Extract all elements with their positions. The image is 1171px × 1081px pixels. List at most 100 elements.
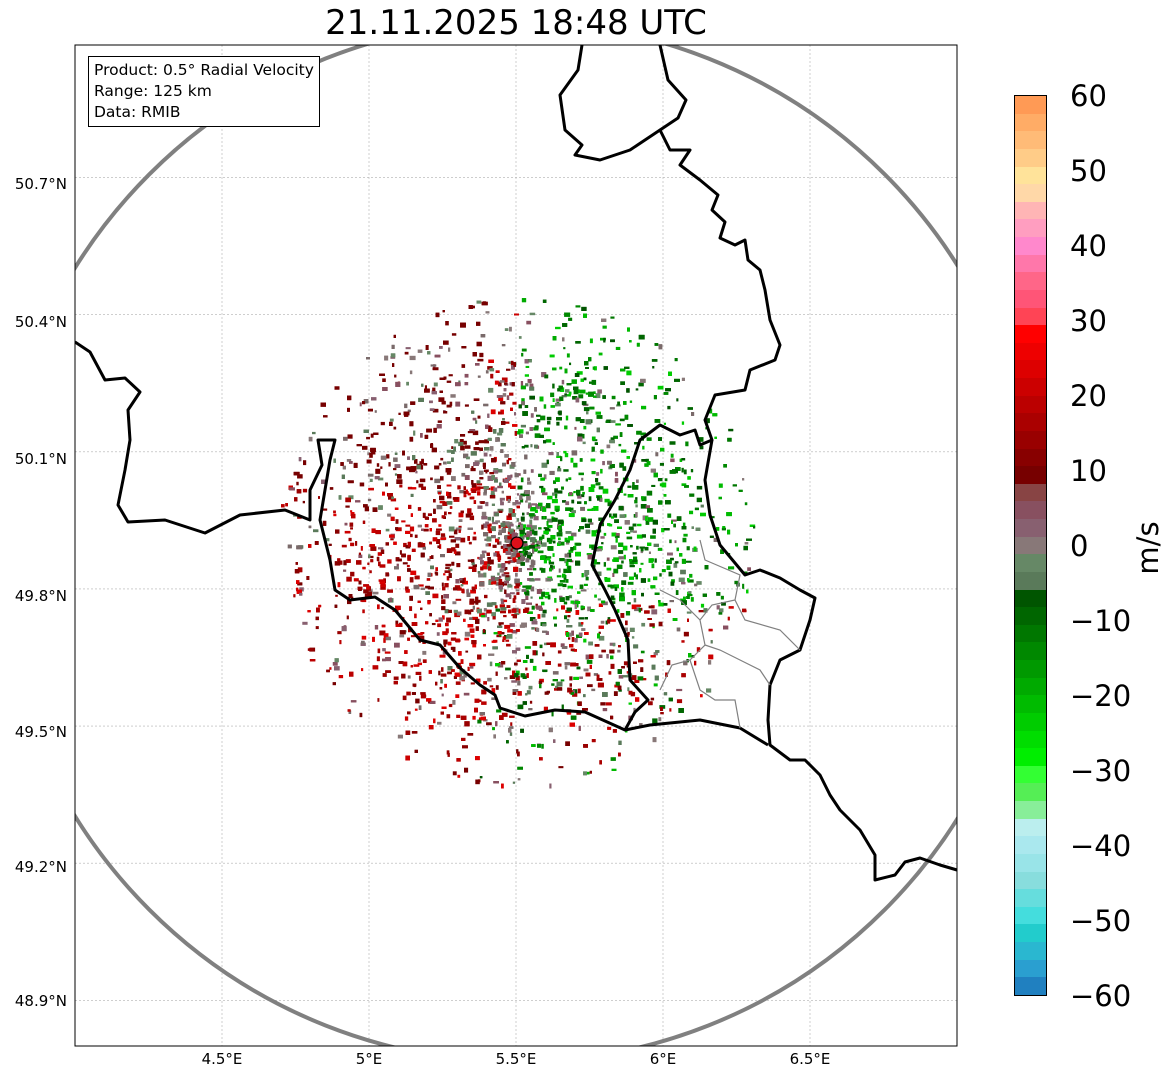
echo-pixel [383, 633, 389, 638]
echo-pixel [587, 684, 593, 688]
echo-pixel [637, 523, 642, 527]
colorbar-tick-label: 10 [1070, 454, 1107, 488]
echo-pixel [446, 501, 453, 505]
echo-pixel [460, 659, 464, 664]
echo-pixel [495, 685, 499, 690]
echo-pixel [410, 570, 417, 575]
echo-pixel [406, 466, 411, 471]
echo-pixel [573, 386, 579, 391]
echo-pixel [412, 455, 416, 461]
echo-pixel [398, 661, 404, 664]
echo-pixel [444, 511, 447, 516]
echo-pixel [515, 675, 520, 681]
echo-pixel [665, 672, 668, 677]
echo-pixel [610, 339, 615, 343]
echo-pixel [438, 670, 441, 676]
echo-pixel [618, 689, 622, 692]
echo-pixel [536, 419, 541, 423]
echo-pixel [557, 388, 561, 392]
echo-pixel [521, 446, 525, 449]
echo-pixel [556, 608, 559, 612]
echo-pixel [565, 394, 571, 397]
echo-pixel [521, 541, 528, 544]
echo-pixel [492, 470, 499, 474]
echo-pixel [509, 559, 515, 563]
echo-pixel [487, 475, 493, 481]
echo-pixel [597, 682, 604, 688]
echo-pixel [603, 366, 608, 370]
echo-pixel [377, 552, 382, 556]
echo-pixel [531, 605, 535, 610]
echo-pixel [447, 671, 452, 675]
echo-pixel [651, 484, 656, 487]
echo-pixel [405, 530, 411, 534]
echo-pixel [583, 425, 587, 430]
echo-pixel [508, 361, 511, 364]
echo-pixel [610, 663, 615, 669]
echo-pixel [598, 625, 604, 629]
echo-pixel [498, 541, 502, 545]
colorbar-segment [1015, 219, 1046, 237]
echo-pixel [623, 661, 629, 666]
echo-pixel [497, 631, 502, 635]
echo-pixel [475, 626, 479, 631]
echo-pixel [565, 570, 572, 573]
echo-pixel [405, 755, 410, 761]
colorbar-segment [1015, 289, 1046, 308]
echo-pixel [406, 691, 411, 696]
echo-pixel [529, 572, 533, 576]
echo-pixel [441, 515, 445, 519]
echo-pixel [480, 566, 484, 571]
echo-pixel [478, 440, 485, 444]
echo-pixel [294, 569, 300, 574]
echo-pixel [332, 682, 336, 686]
echo-pixel [387, 493, 393, 497]
colorbar-segment [1015, 201, 1046, 220]
echo-pixel [573, 462, 578, 468]
echo-pixel [597, 633, 600, 639]
echo-pixel [493, 429, 497, 434]
colorbar-segment [1015, 730, 1046, 749]
echo-pixel [640, 504, 647, 509]
echo-pixel [447, 752, 450, 757]
echo-pixel [538, 680, 543, 684]
echo-pixel [553, 480, 556, 484]
echo-pixel [491, 475, 495, 480]
echo-pixel [443, 594, 449, 599]
echo-pixel [694, 583, 698, 587]
echo-pixel [595, 478, 599, 482]
echo-pixel [559, 366, 563, 370]
echo-pixel [479, 581, 485, 587]
echo-pixel [446, 380, 452, 383]
echo-pixel [627, 494, 634, 498]
echo-pixel [485, 370, 489, 374]
echo-pixel [579, 458, 583, 462]
echo-pixel [460, 322, 466, 328]
echo-pixel [500, 598, 504, 601]
echo-pixel [644, 463, 649, 467]
echo-pixel [735, 543, 738, 547]
echo-pixel [663, 422, 666, 425]
echo-pixel [634, 680, 640, 683]
echo-pixel [380, 466, 383, 469]
echo-pixel [436, 424, 442, 429]
echo-pixel [441, 606, 446, 611]
echo-pixel [630, 691, 636, 697]
echo-pixel [441, 706, 447, 709]
echo-pixel [517, 553, 524, 556]
echo-pixel [657, 385, 664, 390]
echo-pixel [418, 635, 425, 640]
echo-pixel [641, 534, 646, 538]
echo-pixel [494, 605, 498, 609]
echo-pixel [419, 478, 426, 483]
echo-pixel [691, 412, 695, 416]
echo-pixel [665, 500, 671, 505]
echo-pixel [486, 722, 492, 726]
echo-pixel [610, 757, 616, 761]
echo-pixel [420, 587, 426, 590]
echo-pixel [500, 545, 504, 549]
echo-pixel [580, 494, 585, 498]
echo-pixel [512, 650, 517, 654]
echo-pixel [470, 634, 475, 638]
